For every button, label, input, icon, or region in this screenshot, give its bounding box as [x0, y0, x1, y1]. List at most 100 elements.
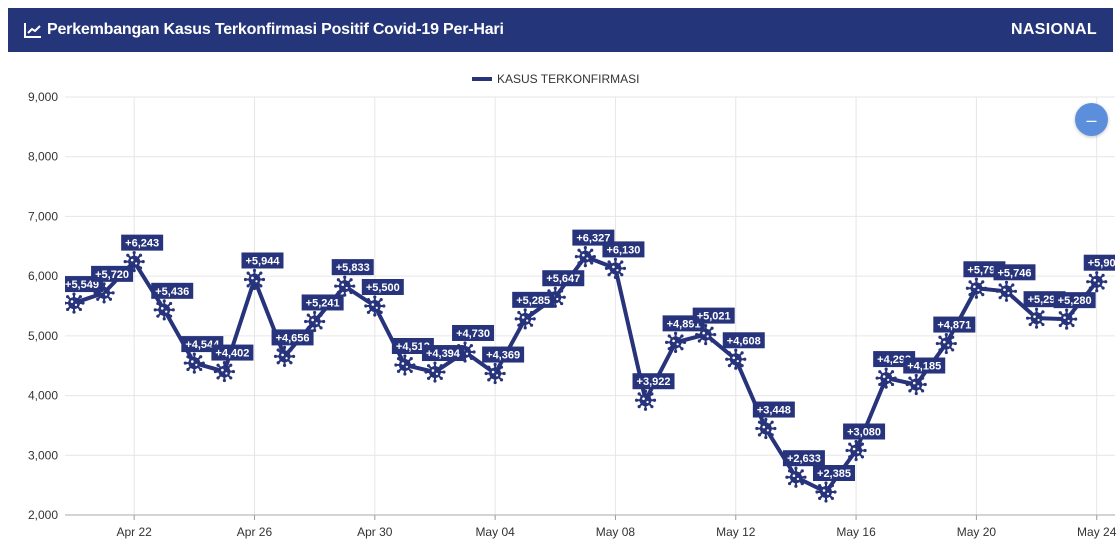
data-label-text: +5,944 — [246, 255, 281, 267]
virus-marker — [665, 331, 687, 353]
data-label: +5,647 — [542, 270, 585, 287]
data-label: +6,130 — [602, 241, 645, 258]
data-label-text: +5,907 — [1088, 258, 1119, 270]
chart-header: Perkembangan Kasus Terkonfirmasi Positif… — [8, 8, 1113, 52]
virus-marker — [213, 360, 235, 383]
data-label: +5,944 — [241, 252, 284, 269]
virus-marker — [334, 275, 356, 297]
virus-marker — [604, 257, 627, 279]
data-label-text: +5,241 — [306, 297, 340, 309]
virus-marker — [995, 280, 1018, 302]
data-label-text: +5,296 — [1028, 294, 1062, 306]
data-label-text: +5,500 — [366, 282, 400, 294]
data-label-text: +6,130 — [606, 244, 640, 256]
virus-marker — [394, 354, 416, 376]
data-label-text: +4,608 — [727, 335, 761, 347]
data-label: +5,720 — [91, 265, 134, 282]
data-label: +5,500 — [361, 279, 404, 295]
data-label: +2,633 — [782, 450, 825, 467]
virus-marker — [1025, 307, 1048, 329]
data-label: +5,436 — [151, 282, 194, 299]
zoom-out-button[interactable]: – — [1075, 103, 1108, 136]
virus-marker — [514, 308, 536, 330]
virus-marker — [695, 324, 717, 346]
data-label: +5,285 — [512, 291, 555, 308]
data-label-text: +4,891 — [667, 318, 701, 330]
data-labels: +5,549+5,720+6,243+5,436+4,544+4,402+5,9… — [65, 229, 1119, 482]
minus-icon: – — [1086, 109, 1097, 130]
virus-marker — [965, 277, 988, 299]
x-tick-label: May 04 — [475, 525, 515, 539]
data-label-text: +5,549 — [65, 279, 99, 291]
virus-marker — [725, 348, 747, 370]
virus-marker — [634, 389, 657, 411]
virus-marker — [875, 367, 897, 389]
y-tick-label: 4,000 — [28, 389, 58, 403]
data-label-text: +5,647 — [546, 273, 580, 285]
chart-title: Perkembangan Kasus Terkonfirmasi Positif… — [47, 21, 504, 38]
data-label-text: +5,021 — [697, 311, 731, 323]
data-label: +4,730 — [452, 324, 495, 341]
x-tick-label: Apr 30 — [357, 525, 393, 539]
data-label: +4,402 — [211, 344, 254, 361]
virus-marker — [424, 361, 446, 383]
header-title-group: Perkembangan Kasus Terkonfirmasi Positif… — [24, 21, 504, 39]
data-label: +4,394 — [421, 345, 464, 362]
virus-marker — [123, 251, 145, 273]
y-tick-label: 3,000 — [28, 448, 58, 462]
data-label-text: +4,185 — [907, 361, 941, 373]
data-label-text: +6,243 — [125, 238, 159, 250]
x-tick-label: May 20 — [957, 525, 997, 539]
data-label: +4,871 — [933, 316, 976, 333]
y-tick-label: 7,000 — [28, 209, 58, 223]
region-label: NASIONAL — [1011, 21, 1097, 38]
data-label-text: +4,293 — [877, 354, 911, 366]
data-label-text: +5,436 — [155, 286, 189, 298]
data-label: +5,746 — [993, 264, 1036, 281]
data-label: +5,021 — [692, 307, 735, 324]
data-label: +3,922 — [632, 373, 675, 390]
legend-label: KASUS TERKONFIRMASI — [497, 72, 639, 86]
data-label: +3,448 — [752, 401, 795, 418]
virus-marker — [484, 362, 506, 385]
x-tick-label: May 24 — [1077, 525, 1117, 539]
virus-marker — [183, 352, 205, 374]
data-label-text: +4,512 — [396, 341, 430, 353]
data-label-text: +4,369 — [486, 350, 520, 362]
data-label-text: +6,327 — [576, 233, 610, 245]
data-label-text: +5,285 — [516, 295, 550, 307]
data-label: +6,243 — [121, 234, 164, 251]
data-label-text: +5,280 — [1058, 295, 1092, 307]
data-label-text: +3,448 — [757, 405, 791, 417]
virus-marker — [905, 373, 927, 396]
virus-marker — [845, 439, 867, 462]
x-tick-label: Apr 22 — [116, 525, 152, 539]
line-chart-icon — [24, 23, 41, 38]
virus-marker — [755, 417, 777, 440]
chart-area: 2,000 3,000 4,000 5,000 6,000 7,000 8,000 9,000… — [0, 60, 1119, 543]
data-label-text: +5,720 — [95, 269, 129, 281]
legend: KASUS TERKONFIRMASI — [472, 72, 639, 86]
data-label-text: +4,730 — [456, 328, 490, 340]
x-tick-label: May 08 — [596, 525, 636, 539]
virus-marker — [785, 466, 807, 488]
virus-marker — [1056, 308, 1078, 330]
data-label-text: +5,746 — [998, 267, 1032, 279]
data-label-text: +4,871 — [937, 320, 971, 332]
data-label-text: +5,797 — [967, 264, 1001, 276]
data-label-text: +5,833 — [336, 262, 370, 274]
y-tick-label: 6,000 — [28, 269, 58, 283]
data-label: +4,608 — [722, 332, 765, 349]
x-tick-label: May 16 — [836, 525, 876, 539]
data-label: +4,185 — [903, 357, 946, 374]
data-label-text: +4,394 — [426, 348, 461, 360]
data-label-text: +2,385 — [817, 468, 851, 480]
virus-marker — [815, 481, 837, 503]
virus-marker — [153, 299, 175, 321]
y-tick-label: 2,000 — [28, 508, 58, 522]
data-label: +5,241 — [301, 294, 344, 311]
virus-marker — [364, 295, 386, 317]
virus-marker — [304, 310, 326, 333]
virus-marker — [65, 292, 85, 314]
x-tick-label: Apr 26 — [237, 525, 273, 539]
